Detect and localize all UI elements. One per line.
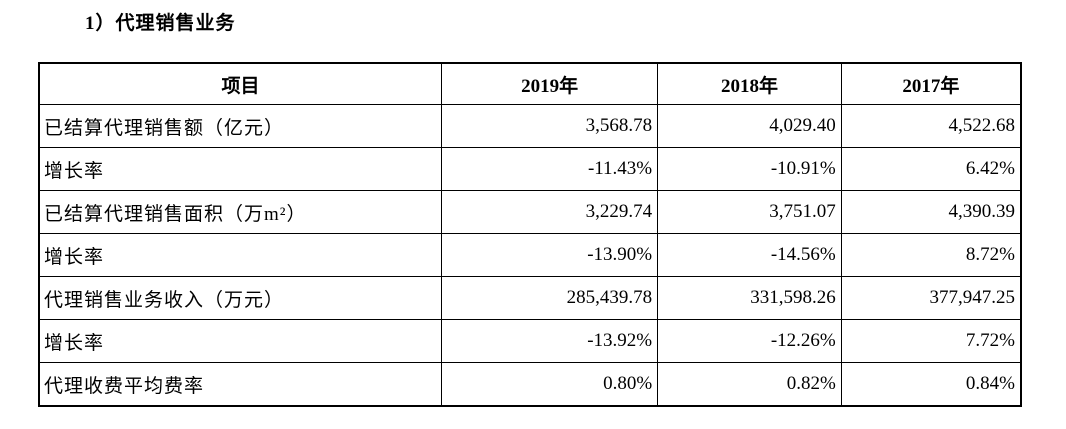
cell-value-2019: -13.90% xyxy=(441,233,659,277)
cell-value-2017: 8.72% xyxy=(840,233,1022,277)
cell-value-2018: 0.82% xyxy=(657,362,842,407)
cell-value-2017: 7.72% xyxy=(840,319,1022,363)
table-row: 增长率 -13.92% -12.26% 7.72% xyxy=(38,319,1022,363)
section-title: 1）代理销售业务 xyxy=(85,13,236,34)
row-label-growth-rate: 增长率 xyxy=(38,147,443,191)
column-header-item: 项目 xyxy=(38,62,443,105)
agency-sales-table: 项目 2019年 2018年 2017年 已结算代理销售额（亿元） 3,568.… xyxy=(38,62,1022,407)
row-label-growth-rate: 增长率 xyxy=(38,319,443,363)
table-header-row: 项目 2019年 2018年 2017年 xyxy=(38,62,1022,105)
cell-value-2017: 6.42% xyxy=(840,147,1022,191)
row-label-settled-sales-amount: 已结算代理销售额（亿元） xyxy=(38,104,443,148)
table-row: 代理收费平均费率 0.80% 0.82% 0.84% xyxy=(38,362,1022,407)
row-label-agency-sales-revenue: 代理销售业务收入（万元） xyxy=(38,276,443,320)
cell-value-2018: -14.56% xyxy=(657,233,842,277)
cell-value-2019: -13.92% xyxy=(441,319,659,363)
table-row: 增长率 -13.90% -14.56% 8.72% xyxy=(38,233,1022,277)
row-label-growth-rate: 增长率 xyxy=(38,233,443,277)
table-row: 代理销售业务收入（万元） 285,439.78 331,598.26 377,9… xyxy=(38,276,1022,320)
cell-value-2018: 331,598.26 xyxy=(657,276,842,320)
cell-value-2017: 4,390.39 xyxy=(840,190,1022,234)
cell-value-2017: 0.84% xyxy=(840,362,1022,407)
cell-value-2018: -10.91% xyxy=(657,147,842,191)
column-header-2018: 2018年 xyxy=(657,62,842,105)
table-row: 已结算代理销售面积（万m²） 3,229.74 3,751.07 4,390.3… xyxy=(38,190,1022,234)
cell-value-2018: -12.26% xyxy=(657,319,842,363)
table-row: 增长率 -11.43% -10.91% 6.42% xyxy=(38,147,1022,191)
row-label-settled-sales-area: 已结算代理销售面积（万m²） xyxy=(38,190,443,234)
cell-value-2019: -11.43% xyxy=(441,147,659,191)
cell-value-2019: 3,229.74 xyxy=(441,190,659,234)
cell-value-2019: 0.80% xyxy=(441,362,659,407)
column-header-2017: 2017年 xyxy=(840,62,1022,105)
row-label-average-agency-fee-rate: 代理收费平均费率 xyxy=(38,362,443,407)
cell-value-2018: 3,751.07 xyxy=(657,190,842,234)
cell-value-2018: 4,029.40 xyxy=(657,104,842,148)
table-row: 已结算代理销售额（亿元） 3,568.78 4,029.40 4,522.68 xyxy=(38,104,1022,148)
column-header-2019: 2019年 xyxy=(441,62,659,105)
cell-value-2017: 4,522.68 xyxy=(840,104,1022,148)
cell-value-2017: 377,947.25 xyxy=(840,276,1022,320)
cell-value-2019: 285,439.78 xyxy=(441,276,659,320)
cell-value-2019: 3,568.78 xyxy=(441,104,659,148)
